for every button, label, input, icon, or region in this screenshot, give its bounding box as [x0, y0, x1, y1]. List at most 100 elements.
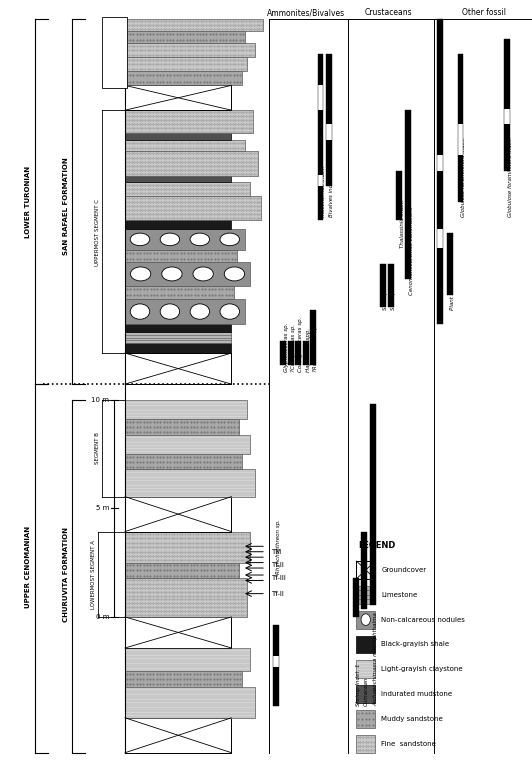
Ellipse shape	[190, 304, 210, 319]
Bar	[356, 710, 375, 728]
Bar	[405, 110, 411, 279]
Bar	[125, 671, 242, 687]
Bar	[356, 735, 375, 753]
Text: LOWER TURONIAN: LOWER TURONIAN	[25, 166, 31, 237]
Bar	[318, 54, 323, 85]
Bar	[295, 341, 301, 365]
Bar	[125, 419, 239, 435]
Text: Black-grayish shale: Black-grayish shale	[381, 642, 450, 647]
Bar	[125, 435, 250, 454]
Bar	[353, 578, 359, 617]
Bar	[447, 233, 453, 295]
Ellipse shape	[130, 267, 151, 281]
Bar	[318, 54, 323, 220]
Bar	[356, 561, 375, 579]
Text: 5 m: 5 m	[96, 505, 109, 511]
FancyBboxPatch shape	[102, 17, 127, 88]
Bar	[125, 400, 247, 419]
Text: ?Coilopoceras sp.: ?Coilopoceras sp.	[291, 324, 296, 372]
Bar	[437, 171, 443, 229]
Text: 10 m: 10 m	[91, 397, 109, 403]
Bar	[361, 532, 367, 609]
Text: Glyptoxoceras sp.: Glyptoxoceras sp.	[284, 323, 288, 372]
Text: Non-calcareous nodules: Non-calcareous nodules	[381, 617, 466, 622]
Bar	[125, 229, 245, 250]
Ellipse shape	[190, 233, 210, 246]
Ellipse shape	[225, 267, 245, 281]
Bar	[273, 625, 279, 656]
Bar	[353, 578, 359, 617]
Bar	[125, 220, 231, 229]
Bar	[303, 341, 309, 365]
Bar	[396, 171, 402, 220]
Bar	[361, 532, 367, 609]
Ellipse shape	[220, 233, 239, 246]
Bar	[125, 687, 255, 718]
Ellipse shape	[160, 304, 180, 319]
Bar	[125, 454, 242, 469]
Bar	[125, 332, 231, 343]
Bar	[125, 648, 250, 671]
Bar	[326, 54, 332, 186]
Bar	[125, 182, 250, 196]
Bar	[504, 39, 510, 109]
Bar	[370, 404, 376, 605]
Text: Cumacean: Cumacean	[364, 677, 369, 706]
Text: Fine  sandstone: Fine sandstone	[381, 741, 436, 747]
Bar	[356, 586, 375, 604]
Bar	[280, 341, 286, 365]
Bar	[295, 341, 301, 365]
Text: Shrimp Indet. 2: Shrimp Indet. 2	[383, 268, 388, 310]
Bar	[396, 171, 402, 220]
Text: Indurated mudstone: Indurated mudstone	[381, 691, 453, 697]
Text: TM: TM	[271, 549, 281, 555]
Ellipse shape	[130, 304, 149, 319]
Text: Groundcover: Groundcover	[381, 567, 427, 573]
Text: CONEJO FM: CONEJO FM	[112, 37, 117, 68]
Bar	[125, 71, 242, 85]
Bar	[125, 532, 250, 563]
Text: Archaeochimaera macrophthalma: Archaeochimaera macrophthalma	[373, 612, 378, 706]
Bar	[458, 54, 463, 202]
Text: Plant remains: Plant remains	[450, 272, 455, 310]
Bar	[125, 176, 231, 182]
Text: Globulose foraminifera indet.: Globulose foraminifera indet.	[508, 137, 512, 217]
Text: Collingnoniceras sp.: Collingnoniceras sp.	[298, 317, 303, 372]
Bar	[125, 43, 255, 57]
Bar	[405, 110, 411, 279]
Bar	[125, 469, 255, 497]
Text: Globulose foraminifera indet.: Globulose foraminifera indet.	[461, 137, 466, 217]
Text: UPPER CENOMANIAN: UPPER CENOMANIAN	[25, 525, 31, 608]
Text: Cenomanocarcinus vanstraeleni: Cenomanocarcinus vanstraeleni	[409, 206, 413, 295]
Text: Limestone: Limestone	[381, 592, 418, 598]
Bar	[310, 310, 316, 365]
Bar	[303, 341, 309, 365]
Text: 0 m: 0 m	[96, 614, 109, 620]
Text: Light-grayish claystone: Light-grayish claystone	[381, 667, 463, 672]
Bar	[125, 299, 245, 324]
Bar	[318, 110, 323, 175]
Bar	[273, 625, 279, 706]
Text: Crustaceans: Crustaceans	[364, 8, 412, 17]
Bar	[504, 39, 510, 171]
Bar	[288, 341, 294, 365]
Bar	[125, 19, 263, 31]
Bar	[437, 19, 443, 324]
Text: Tf-II: Tf-II	[271, 563, 284, 568]
Bar	[125, 151, 258, 176]
Text: Rhynchosthreon sp.: Rhynchosthreon sp.	[276, 519, 281, 574]
Bar	[388, 264, 394, 307]
Ellipse shape	[220, 304, 239, 319]
Bar	[125, 31, 245, 43]
Bar	[310, 310, 316, 365]
Text: Thalassinid Indet.: Thalassinid Indet.	[400, 199, 404, 248]
Bar	[125, 617, 231, 648]
Bar	[318, 186, 323, 220]
Bar	[125, 250, 237, 262]
Bar	[356, 685, 375, 703]
Bar	[125, 110, 253, 133]
Text: ?Romaniceras sp.: ?Romaniceras sp.	[313, 324, 318, 372]
Text: Teleostei fish remains: Teleostei fish remains	[440, 251, 445, 310]
Bar	[125, 718, 231, 753]
Bar	[356, 636, 375, 653]
